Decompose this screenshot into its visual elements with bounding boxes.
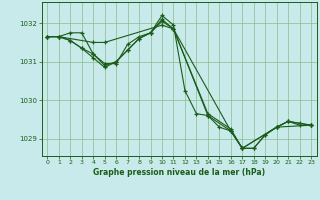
- X-axis label: Graphe pression niveau de la mer (hPa): Graphe pression niveau de la mer (hPa): [93, 168, 265, 177]
